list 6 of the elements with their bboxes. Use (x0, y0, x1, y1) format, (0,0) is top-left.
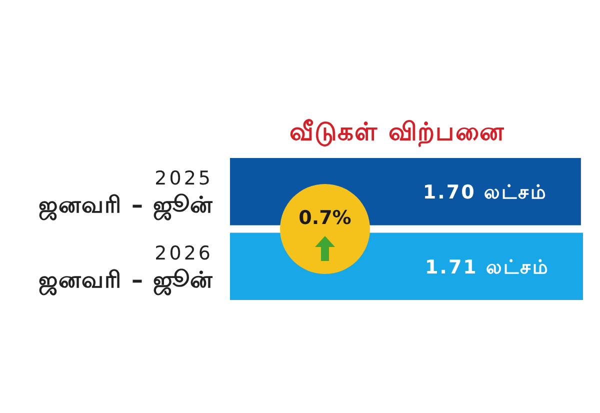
data-label: 1.71 லட்சம் (425, 256, 549, 278)
y-tick-label: 2025 ஜனவரி – ஜூன் (38, 168, 213, 222)
chart-title: வீடுகள் விற்பனை (290, 117, 504, 147)
annotation: 0.7% (298, 207, 352, 229)
data-label: 1.70 லட்சம் (422, 182, 547, 204)
y-tick-label: 2026 ஜனவரி – ஜூன் (38, 242, 213, 296)
